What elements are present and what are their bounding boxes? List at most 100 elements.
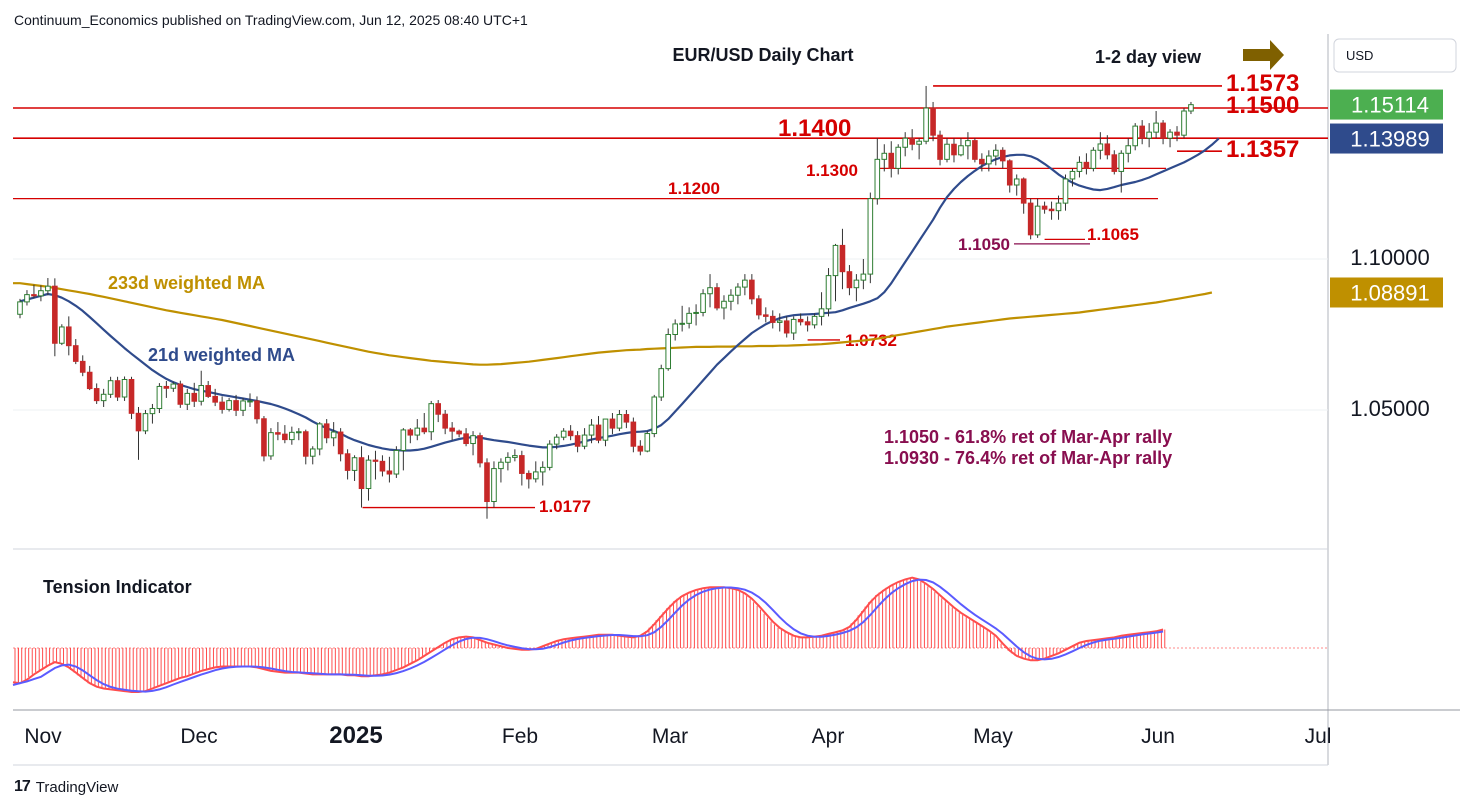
candle-body bbox=[1076, 161, 1083, 172]
candle-body bbox=[846, 271, 853, 289]
candle-body bbox=[296, 431, 302, 434]
candle-body bbox=[783, 320, 790, 334]
candle-body bbox=[512, 455, 518, 458]
candle bbox=[714, 283, 720, 311]
candle bbox=[31, 284, 37, 299]
candle bbox=[1188, 101, 1194, 115]
candle bbox=[1062, 174, 1069, 211]
candle bbox=[372, 450, 379, 480]
candle bbox=[553, 434, 560, 450]
candle bbox=[1146, 123, 1152, 148]
view-label: 1-2 day view bbox=[1095, 47, 1202, 67]
candle bbox=[693, 304, 699, 326]
candle bbox=[428, 400, 435, 441]
candle-body bbox=[163, 385, 170, 389]
level-label-1-1050: 1.1050 bbox=[958, 235, 1010, 254]
tension-histogram bbox=[14, 577, 1166, 692]
candle-body bbox=[38, 290, 44, 297]
candle-body bbox=[323, 423, 330, 439]
candle bbox=[59, 324, 65, 346]
candle-body bbox=[282, 433, 288, 441]
candle-body bbox=[930, 107, 936, 136]
candle bbox=[993, 144, 999, 166]
axes-layer: 1.10000 1.05000 1.15114 1.13989 1.08891 Nov De… bbox=[24, 38, 1457, 749]
time-tick-label: Mar bbox=[652, 725, 688, 748]
candle bbox=[756, 295, 762, 320]
candle-body bbox=[686, 312, 692, 324]
candle bbox=[1048, 201, 1055, 220]
candle-body bbox=[219, 401, 225, 410]
candle-body bbox=[65, 326, 72, 347]
candle bbox=[65, 316, 72, 356]
candle-body bbox=[414, 427, 421, 436]
publisher-header: Continuum_Economics published on Trading… bbox=[14, 12, 528, 28]
candle-body bbox=[59, 326, 65, 344]
candle-body bbox=[700, 293, 706, 313]
candle-body bbox=[212, 395, 218, 403]
candle bbox=[539, 461, 546, 486]
candle bbox=[170, 381, 177, 392]
candles-layer bbox=[17, 85, 1194, 519]
candle bbox=[735, 283, 741, 305]
candle-body bbox=[637, 445, 644, 452]
candle bbox=[1132, 123, 1139, 151]
candle bbox=[365, 455, 372, 501]
candle bbox=[874, 138, 881, 205]
candle bbox=[686, 307, 692, 329]
candle bbox=[979, 153, 985, 172]
candle-body bbox=[268, 432, 274, 457]
candle bbox=[135, 406, 142, 460]
candle-body bbox=[107, 380, 114, 395]
candle-body bbox=[449, 427, 455, 432]
candle bbox=[1160, 120, 1166, 145]
candle-body bbox=[1027, 202, 1034, 236]
candle bbox=[651, 394, 658, 438]
candle-body bbox=[191, 392, 198, 402]
candle bbox=[923, 85, 929, 145]
candle bbox=[1153, 111, 1159, 139]
candle bbox=[1125, 138, 1132, 163]
candle-body bbox=[17, 301, 23, 315]
candle bbox=[860, 259, 867, 290]
candle bbox=[930, 101, 936, 142]
candle-body bbox=[1013, 178, 1020, 186]
candle bbox=[45, 278, 51, 296]
candle bbox=[1013, 174, 1020, 196]
candle bbox=[233, 394, 239, 417]
candle bbox=[414, 419, 421, 441]
candle-body bbox=[728, 294, 734, 302]
candle-body bbox=[254, 400, 260, 420]
level-label-1-1500: 1.1500 bbox=[1226, 92, 1299, 119]
price-tag-last: 1.15114 bbox=[1351, 93, 1429, 118]
candle bbox=[832, 243, 839, 302]
tradingview-brand[interactable]: 17 TradingView bbox=[14, 778, 118, 796]
candle bbox=[309, 446, 316, 465]
time-tick-label: Nov bbox=[24, 725, 62, 748]
candle-body bbox=[909, 137, 915, 145]
candle bbox=[574, 431, 581, 453]
time-tick-label: 2025 bbox=[329, 722, 382, 749]
candle-body bbox=[937, 134, 943, 160]
candle-body bbox=[993, 149, 999, 157]
candle-body bbox=[1055, 202, 1062, 212]
candle bbox=[853, 274, 860, 302]
candle bbox=[93, 383, 100, 404]
candle-body bbox=[679, 322, 685, 325]
time-tick-label: May bbox=[973, 725, 1013, 748]
candle-body bbox=[602, 418, 609, 441]
candle bbox=[721, 295, 727, 320]
candle bbox=[1174, 126, 1180, 142]
candle-body bbox=[895, 146, 902, 169]
candle-body bbox=[588, 424, 595, 436]
candle-body bbox=[1083, 161, 1090, 169]
candle bbox=[435, 400, 441, 423]
candle-body bbox=[1048, 208, 1055, 212]
candle bbox=[226, 397, 232, 412]
candle-body bbox=[1139, 125, 1145, 139]
candle-body bbox=[1097, 143, 1104, 151]
candle bbox=[323, 419, 330, 444]
candle-body bbox=[470, 435, 476, 445]
price-tag-ma21-bg bbox=[1330, 123, 1443, 154]
ma233-label: 233d weighted MA bbox=[108, 273, 265, 293]
candle-body bbox=[762, 314, 769, 317]
